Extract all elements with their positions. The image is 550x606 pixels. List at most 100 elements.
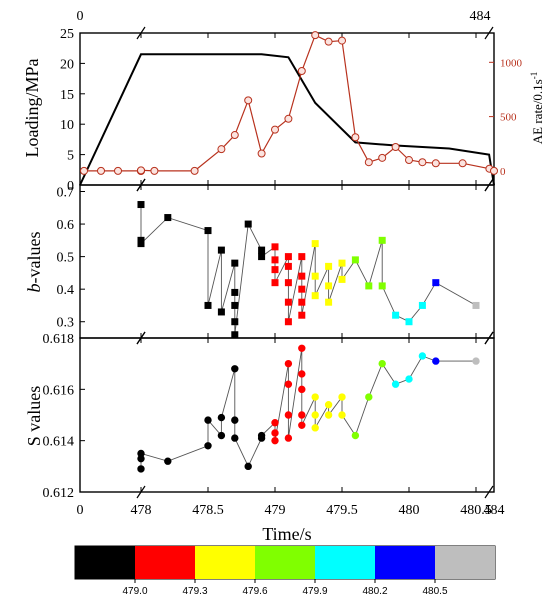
s-value-point [311, 411, 319, 419]
b-value-point [271, 243, 279, 251]
axis-break-mark [484, 26, 494, 40]
s-value-point [432, 357, 440, 365]
s-value-point [231, 416, 239, 424]
y-tick-label: 15 [60, 88, 74, 103]
y-tick-label: 0.614 [43, 435, 75, 450]
s-value-point [284, 380, 293, 388]
b-values-label-italic: b [24, 283, 44, 292]
b-value-point [217, 308, 225, 316]
b-value-point [258, 246, 266, 254]
ae-rate-point [458, 159, 467, 168]
s-value-point [231, 434, 239, 442]
s-value-point [137, 465, 145, 473]
b-value-point [231, 318, 239, 326]
s-value-point [378, 359, 386, 368]
ae-rate-point [230, 131, 239, 140]
ae-rate-axis-label: AE rate/0.1s-1 [529, 72, 545, 144]
colorbar-segment [435, 546, 495, 579]
y2-tick-label: 500 [500, 112, 517, 124]
b-value-point [244, 220, 252, 228]
colorbar-segment [255, 546, 315, 579]
b-value-point [271, 266, 279, 274]
b-value-point [137, 201, 145, 209]
text-layer: 0 484 Time/s Loading/MPa b-values S valu… [22, 9, 545, 597]
axis-break-mark [136, 485, 146, 499]
ae-rate-point [97, 166, 105, 175]
b-value-point [432, 279, 440, 287]
b-value-point [231, 301, 239, 309]
x-tick-label: 479 [265, 503, 286, 518]
s-value-point [338, 411, 346, 419]
data-layer [75, 31, 498, 579]
s-value-point [311, 393, 319, 401]
b-value-point [472, 301, 480, 309]
b-value-point [378, 282, 386, 290]
ae-rate-point [391, 143, 400, 151]
s-value-point [324, 411, 333, 419]
b-values-line [140, 204, 477, 335]
colorbar-tick-label: 480.5 [422, 586, 447, 597]
s-value-point [298, 421, 306, 429]
s-value-point [324, 401, 333, 409]
b-value-point [204, 227, 212, 235]
x-tick-label: 480 [399, 503, 420, 518]
s-value-point [418, 352, 427, 360]
ae-rate-point [284, 114, 293, 123]
y-tick-label: 0.612 [43, 486, 75, 501]
b-value-point [231, 259, 239, 267]
y-tick-label: 0.6 [57, 218, 75, 233]
y-tick-label: 5 [67, 149, 74, 164]
ae-rate-label-sup: -1 [529, 72, 539, 80]
ae-rate-point [490, 166, 498, 175]
y-tick-label: 0.616 [43, 383, 75, 398]
x-tick-label: 484 [484, 503, 505, 518]
b-value-point [338, 259, 346, 267]
s-value-point [164, 457, 172, 465]
b-value-point [284, 318, 292, 326]
colorbar-tick-label: 479.9 [302, 586, 327, 597]
b-values-label-rest: -values [24, 232, 44, 284]
colorbar-segment [195, 546, 255, 579]
x-tick-label: 480.5 [460, 503, 492, 518]
colorbar-tick-label: 479.6 [242, 586, 267, 597]
x-tick-label: 0 [77, 503, 84, 518]
axis-break-mark [136, 331, 146, 345]
s-value-point [284, 359, 293, 368]
b-value-point [271, 279, 279, 287]
s-value-point [204, 442, 212, 450]
b-value-point [325, 262, 333, 270]
s-value-point [311, 424, 319, 432]
b-value-point [351, 256, 359, 264]
s-value-point [204, 416, 212, 424]
b-values-axis-label: b-values [24, 232, 44, 293]
s-value-point [271, 436, 279, 445]
axis-break-mark [136, 26, 146, 40]
s-values-line [140, 348, 476, 469]
ae-rate-point [297, 67, 306, 75]
s-value-point [217, 413, 226, 422]
ae-rate-point [405, 156, 413, 165]
colorbar-tick-label: 480.2 [362, 586, 387, 597]
s-value-point [284, 434, 293, 442]
s-value-point [472, 357, 480, 365]
y2-tick-label: 0 [500, 166, 506, 178]
b-value-point [284, 298, 292, 306]
ae-rate-point [80, 166, 88, 175]
colorbar-segment [75, 546, 135, 579]
loading-curve [79, 53, 495, 186]
s-value-point [298, 344, 306, 352]
loading-axis-label: Loading/MPa [22, 58, 42, 157]
colorbar-tick-label: 479.3 [182, 586, 207, 597]
ae-rate-point [271, 125, 279, 134]
ae-rate-point [364, 158, 373, 167]
b-value-point [284, 253, 292, 261]
b-value-point [164, 214, 172, 222]
ae-rate-line [84, 34, 495, 172]
colorbar-segment [135, 546, 195, 579]
s-value-point [271, 419, 279, 427]
b-value-point [298, 253, 306, 261]
s-value-point [298, 411, 306, 419]
top-x-tick-label: 484 [470, 9, 491, 24]
panel-frame [79, 337, 495, 493]
